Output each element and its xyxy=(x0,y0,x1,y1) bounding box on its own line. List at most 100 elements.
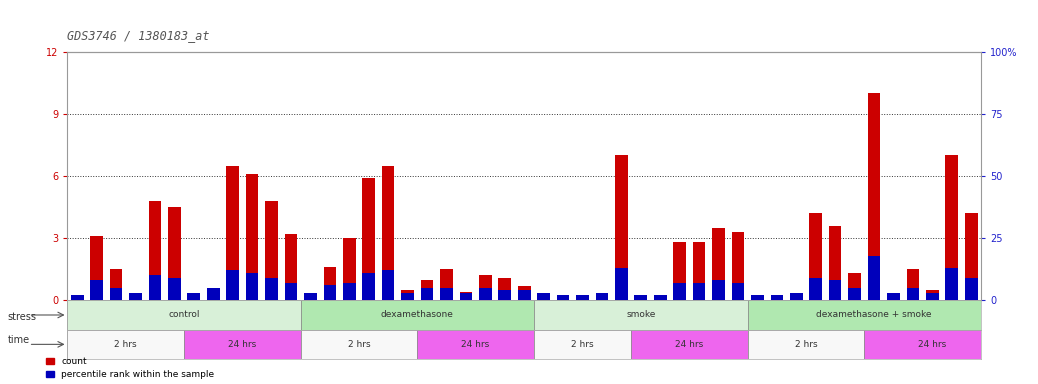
Bar xyxy=(747,330,865,359)
Bar xyxy=(654,295,666,300)
Bar xyxy=(906,269,920,300)
Bar xyxy=(266,278,278,300)
Bar xyxy=(534,300,747,330)
Bar xyxy=(110,288,122,300)
Bar xyxy=(382,166,394,300)
Bar xyxy=(596,294,608,300)
Bar xyxy=(362,273,375,300)
Bar xyxy=(538,293,550,300)
Bar xyxy=(556,295,570,300)
Bar xyxy=(674,242,686,300)
Bar xyxy=(148,201,161,300)
Bar xyxy=(596,293,608,300)
Legend: count, percentile rank within the sample: count, percentile rank within the sample xyxy=(46,357,215,379)
Bar xyxy=(556,298,570,300)
Bar xyxy=(382,270,394,300)
Text: 24 hrs: 24 hrs xyxy=(228,340,256,349)
Bar xyxy=(828,226,842,300)
Text: stress: stress xyxy=(7,312,36,322)
Bar xyxy=(865,330,1001,359)
Bar xyxy=(343,238,356,300)
Bar xyxy=(479,288,492,300)
Bar xyxy=(752,298,764,300)
Bar xyxy=(752,295,764,300)
Bar xyxy=(518,286,530,300)
Bar xyxy=(634,299,647,300)
Bar xyxy=(420,280,433,300)
Bar xyxy=(926,293,938,300)
Bar xyxy=(129,293,142,300)
Bar xyxy=(226,270,239,300)
Bar xyxy=(207,288,220,300)
Text: time: time xyxy=(7,335,29,345)
Bar xyxy=(188,297,200,300)
Bar xyxy=(226,166,239,300)
Text: control: control xyxy=(168,311,200,319)
Bar xyxy=(887,294,900,300)
Bar xyxy=(460,293,472,300)
Bar xyxy=(301,330,417,359)
Text: dexamethasone + smoke: dexamethasone + smoke xyxy=(816,311,932,319)
Text: 2 hrs: 2 hrs xyxy=(114,340,137,349)
Bar xyxy=(810,278,822,300)
Bar xyxy=(848,273,861,300)
Bar xyxy=(71,299,83,300)
Bar xyxy=(732,283,744,300)
Bar xyxy=(110,269,122,300)
Bar xyxy=(188,293,200,300)
Text: 24 hrs: 24 hrs xyxy=(919,340,947,349)
Bar xyxy=(129,294,142,300)
Bar xyxy=(868,93,880,300)
Bar xyxy=(828,280,842,300)
Text: 2 hrs: 2 hrs xyxy=(348,340,371,349)
Bar xyxy=(634,295,647,300)
Bar xyxy=(440,269,453,300)
Bar xyxy=(266,201,278,300)
Bar xyxy=(926,290,938,300)
Bar xyxy=(71,295,83,300)
Bar xyxy=(887,293,900,300)
Bar xyxy=(631,330,747,359)
Bar xyxy=(790,293,802,300)
Bar xyxy=(207,288,220,300)
Bar xyxy=(304,296,317,300)
Bar xyxy=(402,290,414,300)
Text: dexamethasone: dexamethasone xyxy=(381,311,454,319)
Bar xyxy=(168,278,181,300)
Bar xyxy=(417,330,534,359)
Bar xyxy=(747,300,1001,330)
Bar xyxy=(343,283,356,300)
Bar xyxy=(284,283,297,300)
Bar xyxy=(324,285,336,300)
Bar xyxy=(965,214,978,300)
Bar xyxy=(246,273,258,300)
Text: 24 hrs: 24 hrs xyxy=(676,340,704,349)
Text: GDS3746 / 1380183_at: GDS3746 / 1380183_at xyxy=(67,29,210,42)
Bar xyxy=(654,298,666,300)
Bar xyxy=(420,288,433,300)
Bar xyxy=(692,242,706,300)
Bar xyxy=(848,288,861,300)
Bar xyxy=(576,295,589,300)
Bar xyxy=(301,300,534,330)
Bar xyxy=(168,207,181,300)
Bar xyxy=(868,256,880,300)
Bar xyxy=(616,268,628,300)
Bar xyxy=(770,295,783,300)
Bar xyxy=(440,288,453,300)
Bar xyxy=(790,294,802,300)
Text: 24 hrs: 24 hrs xyxy=(462,340,490,349)
Bar xyxy=(534,330,631,359)
Bar xyxy=(184,330,301,359)
Bar xyxy=(67,300,301,330)
Bar xyxy=(324,267,336,300)
Bar xyxy=(674,283,686,300)
Bar xyxy=(304,293,317,300)
Bar xyxy=(810,214,822,300)
Bar xyxy=(402,293,414,300)
Bar xyxy=(362,178,375,300)
Bar xyxy=(479,275,492,300)
Text: smoke: smoke xyxy=(626,311,655,319)
Text: 2 hrs: 2 hrs xyxy=(571,340,594,349)
Bar xyxy=(90,236,103,300)
